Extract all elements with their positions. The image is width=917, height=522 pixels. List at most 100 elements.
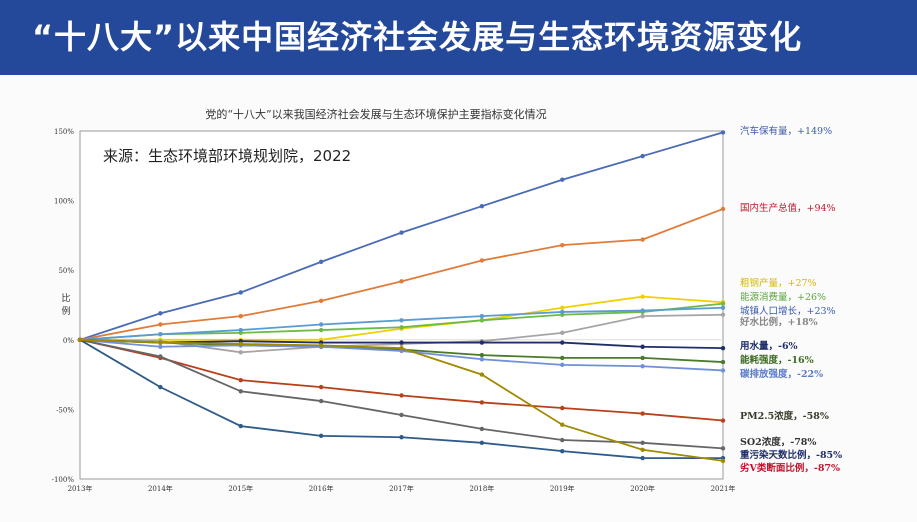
series-line: [77, 337, 726, 464]
data-point: [560, 242, 565, 248]
series-end-label: 城镇人口增长，+23%: [740, 305, 836, 317]
series-end-label: 能源消费量，+26%: [740, 291, 826, 303]
data-point: [560, 448, 565, 454]
series-end-label: 好水比例，+18%: [739, 316, 818, 328]
x-tick-label: 2014年: [148, 484, 173, 493]
data-point: [318, 298, 324, 304]
data-point: [479, 352, 485, 358]
series-end-label: 汽车保有量，+149%: [740, 125, 832, 137]
series-line: [77, 337, 726, 461]
data-point: [238, 389, 243, 394]
series-end-label: 用水量，-6%: [739, 340, 798, 352]
data-point: [720, 345, 726, 351]
x-tick-label: 2018年: [469, 484, 494, 493]
data-point: [238, 350, 243, 355]
data-point: [479, 340, 485, 345]
x-tick-label: 2020年: [630, 484, 655, 493]
data-point: [640, 294, 645, 299]
series-end-label: 碳排放强度，-22%: [740, 368, 823, 380]
series-end-label: 粗钢产量，+27%: [740, 277, 817, 289]
x-tick-label: 2013年: [68, 484, 93, 493]
data-point: [640, 440, 645, 446]
data-point: [238, 313, 243, 319]
series-end-label: 能耗强度，-16%: [740, 354, 814, 366]
plot-frame: [79, 130, 724, 480]
data-point: [720, 458, 726, 464]
data-point: [399, 340, 404, 345]
data-point: [158, 322, 163, 327]
data-point: [399, 393, 404, 398]
data-point: [158, 311, 163, 316]
data-point: [560, 305, 565, 310]
data-point: [479, 440, 485, 446]
data-point: [158, 354, 163, 359]
data-point: [720, 130, 726, 135]
data-point: [720, 418, 726, 423]
data-point: [640, 237, 645, 242]
data-point: [77, 337, 83, 342]
data-point: [399, 412, 404, 418]
data-point: [318, 398, 324, 404]
data-point: [640, 344, 645, 349]
data-point: [640, 308, 645, 313]
data-point: [238, 341, 243, 347]
data-point: [560, 309, 565, 315]
data-point: [399, 435, 404, 440]
y-tick-label: -50%: [56, 406, 74, 414]
y-tick-label: 0%: [63, 337, 74, 345]
data-point: [158, 384, 163, 390]
data-point: [640, 153, 645, 159]
page-title: “十八大”以来中国经济社会发展与生态环境资源变化: [32, 18, 803, 56]
source-note: 来源：生态环境部环境规划院，2022: [103, 147, 351, 165]
data-point: [479, 203, 485, 209]
x-tick-label: 2021年: [711, 484, 736, 493]
data-point: [720, 312, 726, 317]
data-point: [560, 362, 565, 368]
data-point: [318, 327, 324, 333]
data-point: [479, 400, 485, 405]
data-point: [479, 357, 485, 362]
data-point: [640, 364, 645, 369]
y-tick-label: 50%: [58, 267, 74, 275]
data-point: [318, 433, 324, 439]
data-point: [399, 279, 404, 284]
data-point: [238, 327, 243, 333]
data-point: [640, 447, 645, 452]
data-point: [720, 206, 726, 212]
y-tick-label: 100%: [54, 198, 74, 206]
data-point: [720, 368, 726, 373]
data-point: [399, 230, 404, 235]
data-point: [720, 446, 726, 451]
data-point: [479, 313, 485, 319]
data-point: [560, 422, 565, 427]
x-tick-label: 2019年: [550, 484, 575, 493]
chart-title: 党的“十八大”以来我国经济社会发展与生态环境保护主要指标变化情况: [205, 107, 546, 121]
data-point: [158, 344, 163, 349]
series-end-label: 国内生产总值，+94%: [740, 202, 836, 214]
series-end-label: 重污染天数比例，-85%: [740, 449, 842, 461]
data-point: [238, 423, 243, 429]
y-tick-label: -100%: [52, 476, 75, 484]
data-point: [479, 318, 485, 323]
header-banner: “十八大”以来中国经济社会发展与生态环境资源变化: [0, 0, 917, 75]
data-point: [640, 455, 645, 461]
data-point: [720, 301, 726, 306]
data-point: [318, 322, 324, 327]
data-point: [720, 359, 726, 365]
data-point: [560, 405, 565, 411]
data-point: [238, 377, 243, 383]
data-point: [560, 330, 565, 336]
data-point: [479, 426, 485, 432]
data-point: [318, 384, 324, 390]
data-point: [560, 355, 565, 361]
x-tick-label: 2017年: [389, 484, 414, 493]
series-end-label: SO2浓度，-78%: [740, 436, 816, 448]
data-point: [238, 290, 243, 295]
y-axis-label: 比例: [61, 292, 70, 317]
data-point: [640, 313, 645, 319]
data-point: [479, 372, 485, 377]
data-point: [399, 325, 404, 330]
data-point: [158, 332, 163, 337]
data-point: [560, 340, 565, 345]
